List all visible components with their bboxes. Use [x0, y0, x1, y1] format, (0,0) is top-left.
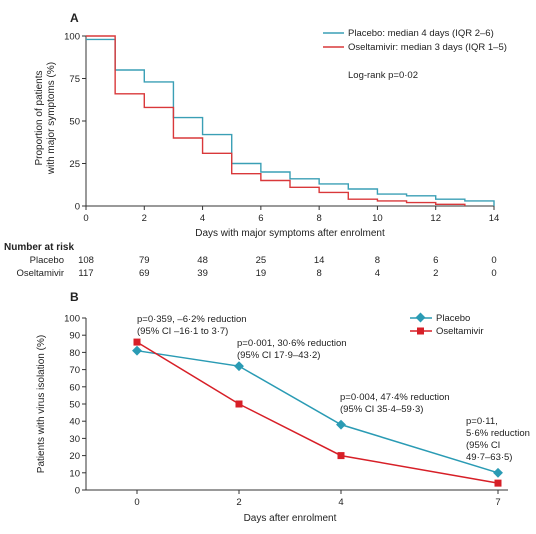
panel-b-annotations: p=0·359, –6·2% reduction (95% CI –16·1 t… — [137, 314, 530, 463]
panel-b-y-tick-label: 80 — [69, 348, 80, 359]
annotation-day-7-line-2: 5·6% reduction — [466, 428, 530, 439]
panel-b-legend: Placebo Oseltamivir — [410, 312, 484, 337]
panel-a-y-axis-label-line-1: Proportion of patients — [34, 70, 45, 165]
panel-b-y-axis-label: Patients with virus isolation (%) — [36, 335, 47, 473]
panel-b-y-tick-label: 70 — [69, 365, 80, 376]
panel-b-y-tick-label: 30 — [69, 434, 80, 445]
panel-b-letter: B — [70, 290, 79, 304]
panel-b-y-tick-label: 90 — [69, 331, 80, 342]
risk-cell-oseltamivir: 0 — [491, 268, 496, 279]
placebo-line — [136, 349, 499, 474]
annotation-day-0-line-1: p=0·359, –6·2% reduction — [137, 314, 247, 325]
legend-b-oseltamivir-label: Oseltamivir — [436, 326, 484, 337]
panel-a-y-tick-label: 50 — [69, 117, 80, 128]
legend-b-placebo-label: Placebo — [436, 313, 470, 324]
panel-a-letter: A — [70, 11, 79, 25]
annotation-day-2-line-1: p=0·001, 30·6% reduction — [237, 338, 347, 349]
placebo-point — [493, 467, 503, 478]
log-rank-annotation: Log-rank p=0·02 — [348, 70, 418, 81]
risk-cell-oseltamivir: 117 — [78, 268, 93, 279]
panel-a-x-axis-label: Days with major symptoms after enrolment — [195, 228, 385, 239]
oseltamivir-point — [337, 452, 345, 460]
panel-a-y-tick-label: 75 — [69, 74, 80, 85]
panel-a-legend: Placebo: median 4 days (IQR 2–6) Oseltam… — [323, 28, 507, 81]
panel-a-y-axis-label-line-2: with major symptoms (%) — [46, 62, 57, 175]
risk-cell-oseltamivir: 8 — [316, 268, 321, 279]
panel-a-y-tick-label: 100 — [64, 32, 80, 43]
panel-a-x-tick-label: 6 — [258, 213, 263, 224]
annotation-day-2-line-2: (95% CI 17·9–43·2) — [237, 350, 320, 361]
panel-b-y-tick-label: 100 — [64, 314, 80, 325]
panel-a-x-tick-label: 12 — [430, 213, 441, 224]
panel-a-y-axis-label: Proportion of patients with major sympto… — [34, 62, 57, 175]
oseltamivir-point — [494, 479, 502, 487]
placebo-point — [132, 345, 142, 356]
risk-cell-oseltamivir: 69 — [139, 268, 150, 279]
placebo-point — [234, 361, 244, 372]
risk-cell-placebo: 25 — [256, 255, 267, 266]
panel-b-x-tick-label: 4 — [338, 497, 343, 508]
risk-cell-placebo: 48 — [197, 255, 208, 266]
number-at-risk-table: Number at risk Placebo Oseltamivir 108 79… — [4, 242, 497, 279]
risk-cell-oseltamivir: 19 — [256, 268, 267, 279]
risk-cell-placebo: 79 — [139, 255, 150, 266]
legend-oseltamivir-label: Oseltamivir: median 3 days (IQR 1–5) — [348, 42, 507, 53]
panel-a-x-tick-label: 0 — [83, 213, 88, 224]
annotation-day-7-line-4: 49·7–63·5) — [466, 452, 512, 463]
placebo-step-line — [86, 38, 495, 206]
annotation-day-7-line-1: p=0·11, — [466, 416, 498, 427]
risk-cell-oseltamivir: 4 — [375, 268, 380, 279]
annotation-day-7-line-3: (95% CI — [466, 440, 500, 451]
oseltamivir-point — [235, 400, 243, 408]
panel-a-x-tick-label: 8 — [316, 213, 321, 224]
panel-b-y-tick-label: 20 — [69, 451, 80, 462]
panel-a-y-tick-label: 0 — [75, 202, 80, 213]
panel-b-x-tick-label: 2 — [236, 497, 241, 508]
panel-b-x-tick-label: 7 — [495, 497, 500, 508]
legend-placebo-label: Placebo: median 4 days (IQR 2–6) — [348, 28, 494, 39]
annotation-day-4-line-1: p=0·004, 47·4% reduction — [340, 392, 450, 403]
panel-a-x-tick-label: 14 — [489, 213, 500, 224]
annotation-day-0-line-2: (95% CI –16·1 to 3·7) — [137, 326, 228, 337]
risk-table-title: Number at risk — [4, 242, 74, 253]
placebo-point — [336, 419, 346, 430]
panel-a-y-tick-label: 25 — [69, 159, 80, 170]
panel-a: A Proportion of patients with major symp… — [4, 11, 507, 279]
panel-a-series — [86, 35, 495, 206]
legend-b-placebo-diamond-icon — [415, 312, 426, 323]
panel-b-y-tick-label: 10 — [69, 468, 80, 479]
panel-b-y-tick-label: 60 — [69, 382, 80, 393]
panel-a-x-ticks: 0 2 4 6 8 10 12 14 — [83, 206, 499, 224]
risk-cell-placebo: 6 — [433, 255, 438, 266]
risk-row-placebo-label: Placebo — [30, 255, 64, 266]
risk-cell-placebo: 8 — [375, 255, 380, 266]
risk-table-cells: 108 79 48 25 14 8 6 0 117 69 39 19 8 4 2 0 — [78, 255, 497, 279]
oseltamivir-step-line — [86, 35, 466, 206]
panel-a-x-tick-label: 2 — [142, 213, 147, 224]
annotation-day-4-line-2: (95% CI 35·4–59·3) — [340, 404, 423, 415]
risk-cell-placebo: 108 — [78, 255, 94, 266]
risk-cell-oseltamivir: 2 — [433, 268, 438, 279]
panel-a-x-tick-label: 10 — [372, 213, 383, 224]
panel-b: B Patients with virus isolation (%) 0 10 2… — [36, 290, 530, 524]
panel-b-y-tick-label: 40 — [69, 417, 80, 428]
risk-cell-oseltamivir: 39 — [197, 268, 208, 279]
panel-b-y-ticks: 0 10 20 30 40 50 60 70 80 90 100 — [64, 314, 86, 497]
risk-row-oseltamivir-label: Oseltamivir — [16, 268, 64, 279]
oseltamivir-point — [133, 338, 141, 346]
panel-b-x-axis-label: Days after enrolment — [244, 513, 337, 524]
oseltamivir-line — [136, 341, 499, 484]
risk-cell-placebo: 0 — [491, 255, 496, 266]
panel-a-y-ticks: 0 25 50 75 100 — [64, 32, 86, 213]
panel-a-x-tick-label: 4 — [200, 213, 205, 224]
panel-b-series — [132, 338, 503, 487]
risk-cell-placebo: 14 — [314, 255, 325, 266]
legend-b-oseltamivir-square-icon — [417, 327, 424, 335]
panel-b-y-tick-label: 50 — [69, 400, 80, 411]
panel-b-y-tick-label: 0 — [75, 486, 80, 497]
panel-b-x-ticks: 0 2 4 7 — [134, 490, 501, 508]
panel-b-x-tick-label: 0 — [134, 497, 139, 508]
